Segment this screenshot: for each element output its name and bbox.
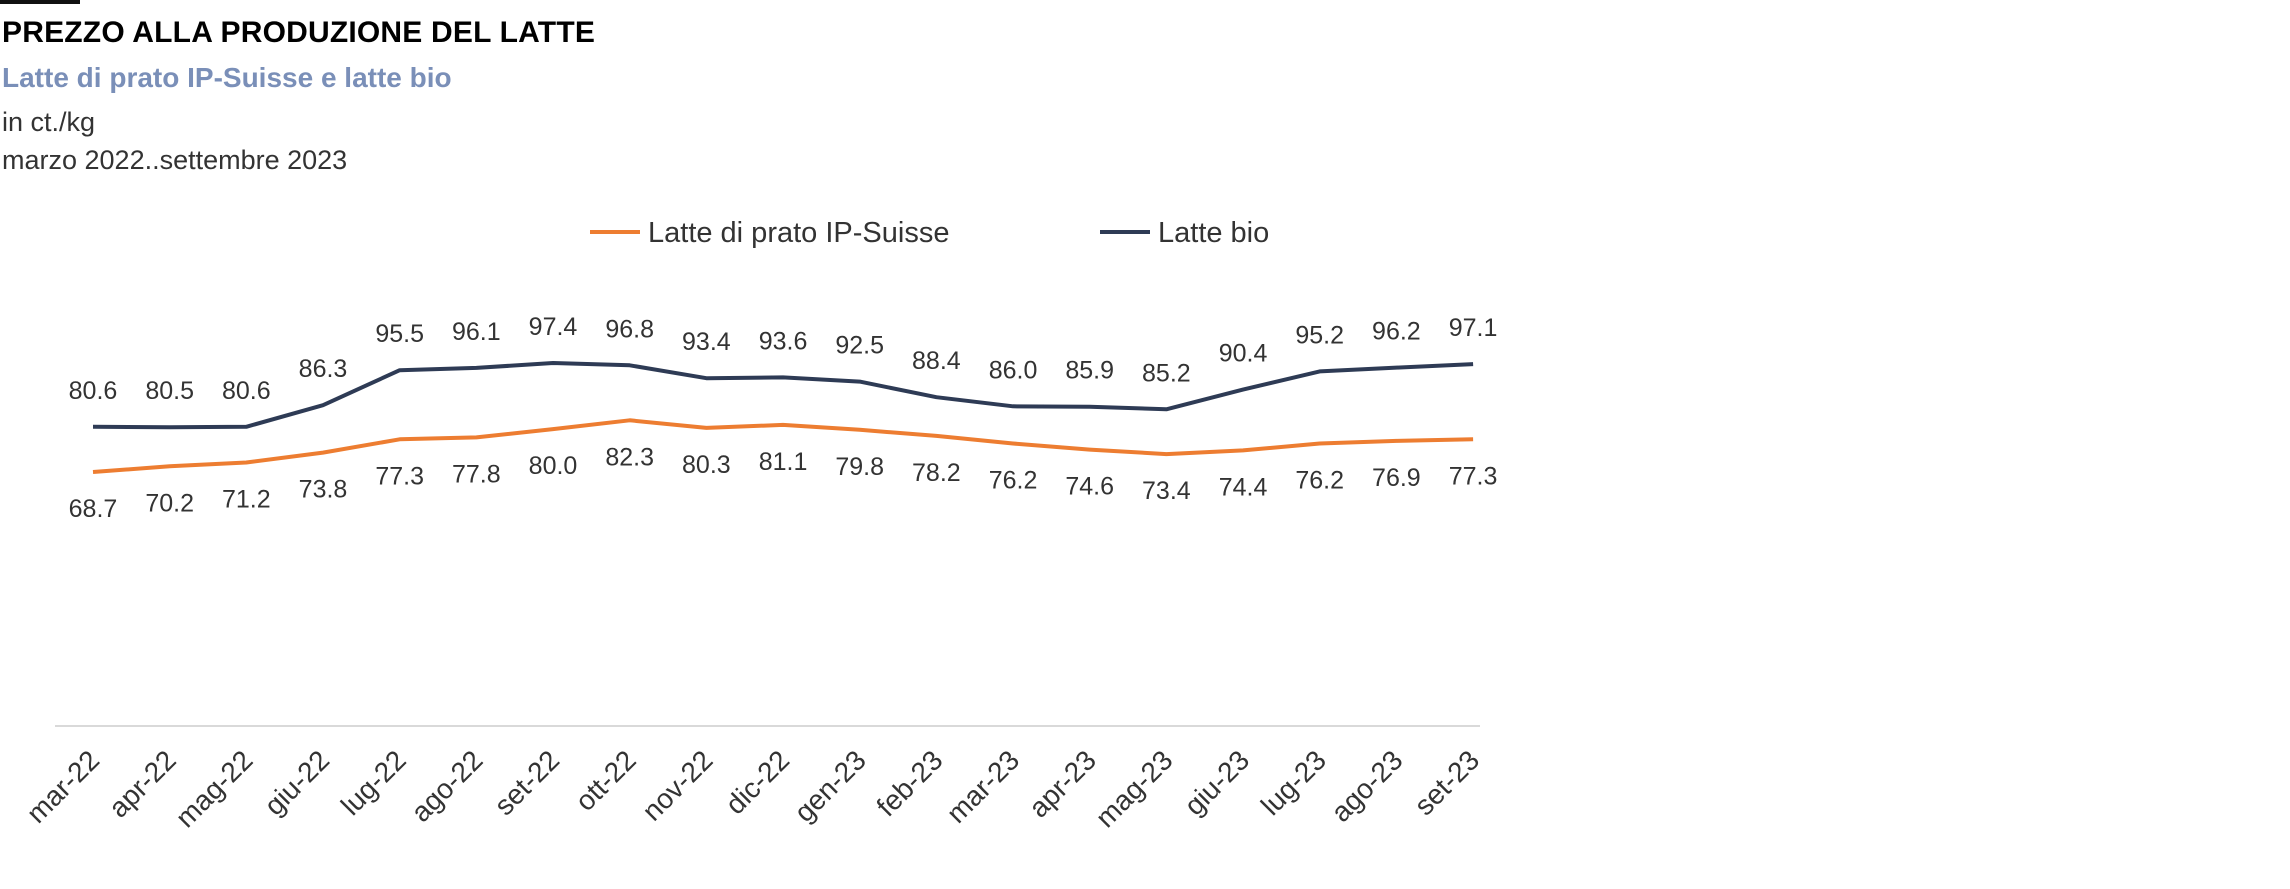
data-label: 86.3 [299, 355, 348, 383]
data-label: 80.3 [682, 451, 731, 479]
data-label: 85.2 [1142, 359, 1191, 387]
data-label: 96.2 [1372, 318, 1421, 346]
x-tick-label: feb-23 [871, 744, 949, 822]
data-label: 76.2 [989, 467, 1038, 495]
period-label: marzo 2022..settembre 2023 [2, 145, 348, 175]
data-label: 76.2 [1295, 467, 1344, 495]
data-label: 96.8 [605, 315, 654, 343]
data-label: 70.2 [145, 489, 194, 517]
x-tick-label: ago-23 [1325, 744, 1409, 828]
x-tick-label: giu-22 [258, 744, 335, 821]
x-tick-label: giu-23 [1178, 744, 1255, 821]
chart-title: PREZZO ALLA PRODUZIONE DEL LATTE [2, 16, 596, 49]
data-label: 95.2 [1295, 321, 1344, 349]
data-label: 74.6 [1065, 473, 1114, 501]
data-label: 96.1 [452, 318, 501, 346]
data-label: 71.2 [222, 486, 271, 514]
data-label: 80.6 [69, 377, 118, 405]
x-tick-label: set-23 [1408, 744, 1485, 821]
data-label: 79.8 [835, 453, 884, 481]
data-label: 80.5 [145, 377, 194, 405]
x-tick-label: lug-22 [335, 744, 412, 821]
data-label: 93.4 [682, 328, 731, 356]
x-tick-label: set-22 [488, 744, 565, 821]
title-accent-bar [0, 0, 80, 4]
chart-subtitle: Latte di prato IP-Suisse e latte bio [2, 62, 452, 93]
data-label: 88.4 [912, 347, 961, 375]
data-label: 90.4 [1219, 340, 1268, 368]
data-label: 77.3 [1449, 462, 1498, 490]
data-label: 97.4 [529, 313, 578, 341]
data-label: 85.9 [1065, 357, 1114, 385]
data-label: 68.7 [69, 495, 118, 523]
legend-label-ip-suisse: Latte di prato IP-Suisse [648, 217, 949, 249]
data-label: 74.4 [1219, 473, 1268, 501]
data-label: 73.4 [1142, 477, 1191, 505]
data-label: 93.6 [759, 327, 808, 355]
legend-label-bio: Latte bio [1158, 217, 1269, 249]
unit-label: in ct./kg [2, 107, 96, 137]
x-tick-label: dic-22 [719, 744, 795, 820]
data-label: 82.3 [605, 443, 654, 471]
data-label: 92.5 [835, 332, 884, 360]
data-label: 78.2 [912, 459, 961, 487]
series-line-ip-suisse [92, 418, 1474, 474]
x-tick-label: mar-22 [21, 744, 106, 829]
data-label: 77.8 [452, 460, 501, 488]
x-tick-label: mag-22 [170, 744, 259, 833]
x-tick-label: mar-23 [941, 744, 1026, 829]
x-tick-label: ago-22 [405, 744, 489, 828]
x-tick-label: mag-23 [1090, 744, 1179, 833]
x-tick-label: nov-22 [636, 744, 718, 826]
x-tick-label: ott-22 [569, 744, 642, 817]
data-label: 73.8 [299, 476, 348, 504]
x-tick-label: gen-23 [788, 744, 872, 828]
data-label: 80.6 [222, 377, 271, 405]
data-label: 77.3 [375, 462, 424, 490]
data-label: 86.0 [989, 356, 1038, 384]
data-label: 80.0 [529, 452, 578, 480]
data-label: 97.1 [1449, 314, 1498, 342]
x-tick-label: lug-23 [1255, 744, 1332, 821]
data-label: 76.9 [1372, 464, 1421, 492]
data-label: 95.5 [375, 320, 424, 348]
series-line-bio [92, 361, 1474, 430]
data-label: 81.1 [759, 448, 808, 476]
